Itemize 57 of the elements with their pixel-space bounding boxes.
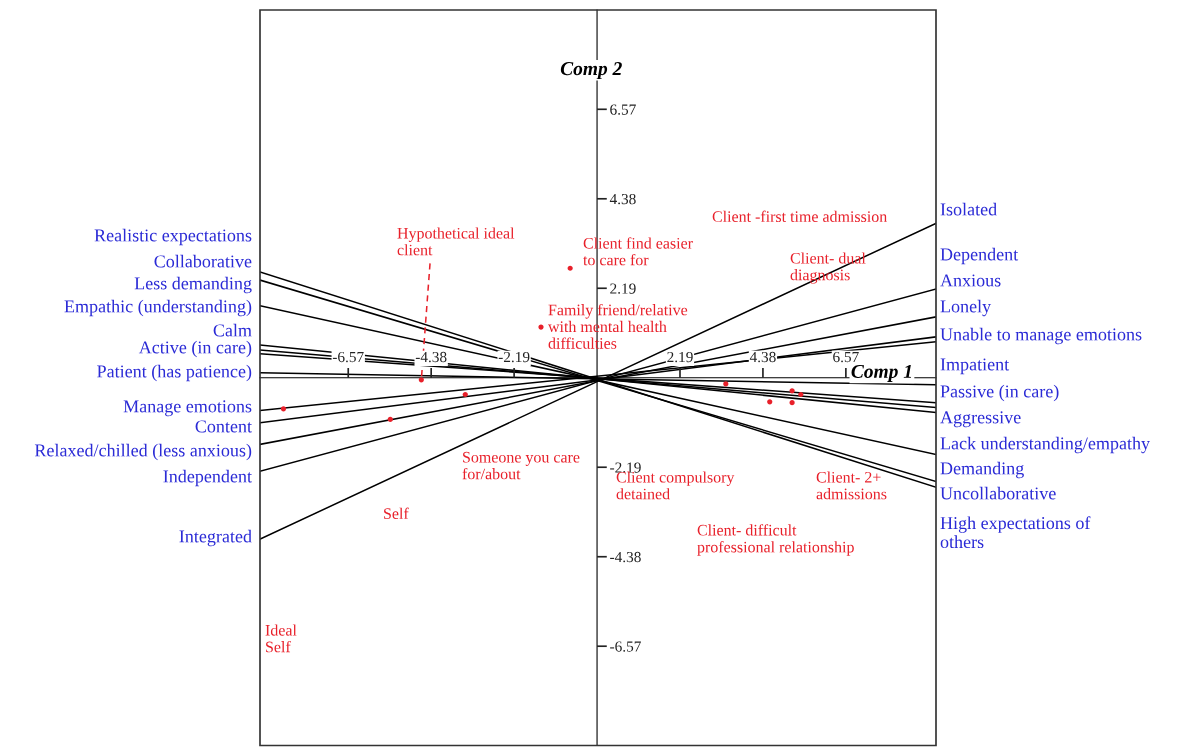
text: Integrated <box>179 529 252 547</box>
y-tick-label: 6.57 <box>610 104 636 115</box>
y-tick-label: 4.38 <box>609 193 636 205</box>
text: Calm <box>213 323 252 337</box>
annotation: Someone you care for/about <box>462 451 580 480</box>
x-tick-label: -4.38 <box>415 351 447 363</box>
text: Anxious <box>940 274 1001 287</box>
annotation: Hypothetical ideal client <box>397 227 515 256</box>
annotation: Self <box>384 507 409 519</box>
point <box>567 265 573 271</box>
text: Impatient <box>940 358 1010 375</box>
point <box>462 391 468 398</box>
point <box>798 391 804 398</box>
text: Dependent <box>940 247 1019 265</box>
text: Relaxed/chilled (less anxious) <box>34 443 252 461</box>
annotation: Client- 2+ admissions <box>816 471 887 500</box>
point <box>280 406 287 412</box>
x-tick-label: 6.57 <box>833 351 859 363</box>
x-tick-label: -2.19 <box>498 351 530 363</box>
y-tick-label: -6.57 <box>610 641 641 652</box>
annotation: Client- difficult professional relationship <box>697 524 854 556</box>
annotation: Ideal Self <box>265 624 297 653</box>
point <box>767 399 773 405</box>
point <box>789 388 795 394</box>
annotation: Client -first time admission <box>712 210 887 222</box>
text: Less demanding <box>134 276 252 294</box>
point <box>538 324 544 330</box>
y-tick-label: 2.19 <box>610 283 636 294</box>
text: Unable to manage emotions <box>940 327 1142 345</box>
point <box>723 381 729 387</box>
text: Patient (has patience) <box>97 364 252 382</box>
text: Isolated <box>940 202 997 216</box>
point <box>418 377 424 383</box>
x-axis-title: Comp 1 <box>851 364 912 382</box>
text: Passive (in care) <box>940 384 1059 402</box>
text: Lonely <box>940 299 992 317</box>
y-axis-title: Comp 2 <box>560 62 622 80</box>
text: Aggressive <box>940 411 1021 428</box>
annotation: Client compulsory detained <box>616 471 735 500</box>
text: Content <box>195 420 252 433</box>
text: Realistic expectations <box>94 228 252 246</box>
x-tick-label: 2.19 <box>667 351 693 363</box>
text: Uncollaborative <box>940 486 1056 500</box>
text: Independent <box>163 469 252 487</box>
text: High expectations of others <box>940 516 1091 549</box>
text: Lack understanding/empathy <box>940 436 1151 454</box>
text: Empathic (understanding) <box>64 299 252 317</box>
y-tick-label: -2.19 <box>610 462 641 473</box>
text: Manage emotions <box>123 400 252 417</box>
text: Active (in care) <box>138 340 252 358</box>
y-tick-label: -4.38 <box>610 551 641 563</box>
x-tick-label: -6.57 <box>332 351 364 363</box>
point <box>789 400 795 406</box>
text: Collaborative <box>154 254 252 268</box>
text: Demanding <box>940 461 1024 479</box>
point <box>387 416 393 423</box>
x-tick-label: 4.38 <box>749 351 776 363</box>
